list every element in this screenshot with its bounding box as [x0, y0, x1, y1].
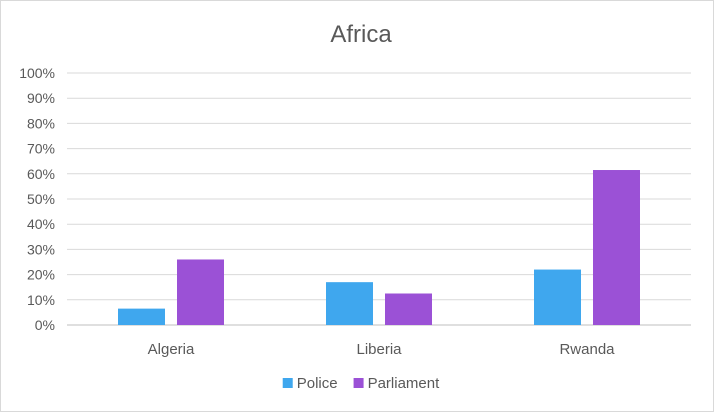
y-tick-label: 10%: [27, 292, 55, 308]
y-tick-label: 40%: [27, 216, 55, 232]
legend: Police Parliament: [282, 375, 441, 392]
gridlines: [67, 72, 691, 326]
y-tick-label: 0%: [35, 317, 55, 333]
legend-swatch: [353, 378, 364, 388]
y-tick-label: 100%: [19, 65, 55, 81]
legend-swatch: [282, 378, 293, 388]
y-tick-label: 30%: [27, 241, 55, 257]
y-tick-label: 80%: [27, 115, 55, 131]
bar-parliament-algeria: [177, 259, 224, 325]
legend-item-parliament: Parliament: [353, 375, 441, 392]
chart-title: Africa: [330, 21, 392, 48]
x-category-label: Algeria: [148, 341, 195, 358]
x-category-label: Rwanda: [559, 341, 615, 358]
bar-police-rwanda: [534, 269, 581, 325]
y-tick-label: 50%: [27, 191, 55, 207]
y-tick-label: 60%: [27, 166, 55, 182]
x-category-label: Liberia: [356, 341, 402, 358]
legend-label: Police: [297, 375, 338, 392]
legend-item-police: Police: [282, 375, 338, 392]
y-tick-label: 20%: [27, 267, 55, 283]
y-tick-label: 70%: [27, 141, 55, 157]
bar-parliament-liberia: [385, 293, 432, 325]
legend-label: Parliament: [368, 375, 441, 392]
bar-parliament-rwanda: [593, 170, 640, 325]
bars: [118, 170, 640, 325]
x-axis-categories: Algeria Liberia Rwanda: [148, 341, 616, 358]
bar-police-liberia: [326, 282, 373, 325]
y-axis-ticks: 0% 10% 20% 30% 40% 50% 60% 70% 80% 90% 100%: [19, 65, 55, 333]
bar-police-algeria: [118, 308, 165, 325]
y-tick-label: 90%: [27, 90, 55, 106]
